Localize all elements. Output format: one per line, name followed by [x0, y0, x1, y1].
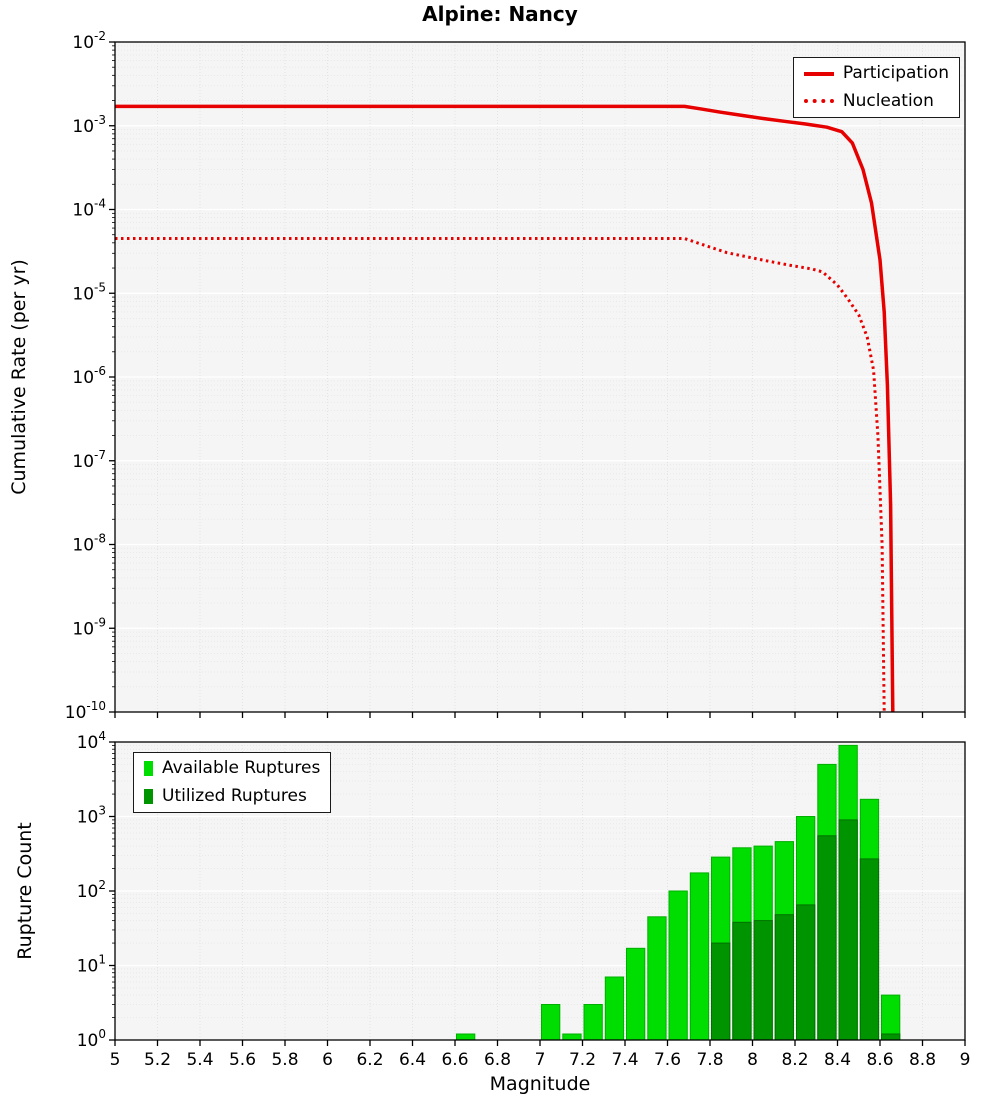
x-tick-label: 8.2 [781, 1050, 808, 1070]
y-tick-label: 10-5 [72, 280, 106, 304]
x-tick-label: 7.2 [569, 1050, 596, 1070]
utilized-bar [732, 921, 752, 1041]
x-tick-label: 6 [322, 1050, 333, 1070]
legend-label-utilized: Utilized Ruptures [162, 785, 307, 806]
legend-label-participation: Participation [842, 63, 949, 83]
y-tick-label: 10-2 [72, 29, 106, 53]
x-tick-label: 9 [960, 1050, 971, 1070]
utilized-ruptures-swatch [144, 788, 153, 804]
available-bar [562, 1033, 582, 1041]
y-tick-label: 10-6 [72, 364, 106, 388]
y-tick-label: 101 [77, 953, 106, 977]
x-tick-label: 6.2 [356, 1050, 383, 1070]
utilized-bar [711, 942, 731, 1041]
x-tick-label: 5 [110, 1050, 121, 1070]
legend-entry-participation: Participation [803, 63, 949, 84]
x-axis-label: Magnitude [490, 1073, 591, 1095]
rate-plot: 10-10 10-9 10-8 10-7 10-6 10-5 10-4 10-3 10-2 [65, 29, 966, 723]
x-tick-label: 7.6 [654, 1050, 681, 1070]
x-tick-label: 5.4 [186, 1050, 213, 1070]
chart-title: Alpine: Nancy [422, 2, 578, 26]
x-tick-label: 6.8 [484, 1050, 511, 1070]
x-tick-label: 5.6 [229, 1050, 256, 1070]
y-tick-label: 10-9 [72, 615, 106, 639]
utilized-bar [774, 914, 795, 1041]
available-bar [626, 947, 646, 1041]
utilized-bar [817, 835, 837, 1041]
utilized-bar [881, 1033, 901, 1041]
x-tick-label: 7.8 [696, 1050, 723, 1070]
x-tick-label: 5.2 [144, 1050, 171, 1070]
available-bar [689, 872, 710, 1041]
x-tick-label: 8 [747, 1050, 758, 1070]
available-bar [668, 890, 688, 1041]
available-ruptures-swatch [144, 761, 153, 777]
y-tick-label: 10-7 [72, 448, 106, 472]
y-tick-label: 10-8 [72, 532, 106, 556]
utilized-bar [838, 819, 858, 1041]
available-bar [881, 994, 901, 1041]
nucleation-line [115, 237, 886, 713]
y-tick-label: 10-4 [72, 197, 106, 221]
y-tick-label: 104 [77, 729, 106, 753]
legend-entry-nucleation: Nucleation [803, 90, 949, 112]
available-bar [541, 1004, 561, 1041]
available-bar [456, 1033, 476, 1041]
x-tick-label: 8.4 [824, 1050, 851, 1070]
x-tick-label: 7.4 [611, 1050, 638, 1070]
x-tick-label: 8.6 [866, 1050, 893, 1070]
y-tick-label: 102 [77, 878, 106, 902]
y-tick-label: 10-3 [72, 113, 106, 137]
participation-line-swatch [803, 71, 834, 76]
legend-counts: Available Ruptures Utilized Ruptures [133, 752, 332, 814]
x-tick-label: 5.8 [271, 1050, 298, 1070]
y-tick-label: 100 [77, 1027, 106, 1051]
legend-entry-available: Available Ruptures [144, 758, 321, 779]
x-tick-label: 7 [535, 1050, 546, 1070]
legend-label-nucleation: Nucleation [842, 90, 934, 111]
y-tick-label: 103 [77, 804, 106, 828]
nucleation-line-swatch [803, 99, 834, 104]
x-tick-label: 6.4 [399, 1050, 426, 1070]
legend-rates: Participation Nucleation [792, 57, 960, 119]
utilized-bar [859, 858, 880, 1041]
x-tick-label: 8.8 [909, 1050, 936, 1070]
available-bar [647, 916, 667, 1041]
y-axis-label-rate: Cumulative Rate (per yr) [8, 259, 30, 495]
x-tick-label: 6.6 [441, 1050, 468, 1070]
available-bar [583, 1004, 603, 1041]
available-bar [604, 976, 625, 1041]
participation-line [115, 104, 895, 713]
y-tick-label: 10-10 [65, 699, 106, 723]
utilized-bar [796, 904, 816, 1041]
y-axis-label-count: Rupture Count [14, 822, 36, 960]
legend-entry-utilized: Utilized Ruptures [144, 785, 320, 807]
utilized-bar [753, 920, 773, 1041]
legend-label-available: Available Ruptures [162, 758, 321, 778]
